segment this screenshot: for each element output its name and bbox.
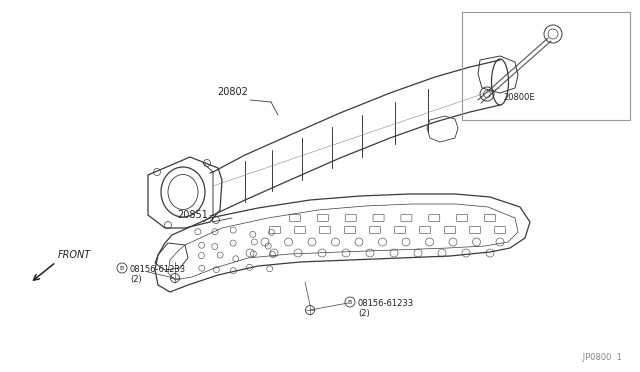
Text: 08156-61233
(2): 08156-61233 (2) bbox=[358, 299, 414, 318]
Text: 20802: 20802 bbox=[217, 87, 248, 97]
Text: 08156-61233
(2): 08156-61233 (2) bbox=[130, 265, 186, 285]
Text: 20800E: 20800E bbox=[504, 93, 535, 102]
Text: B: B bbox=[348, 299, 352, 305]
Text: .JP0800  1: .JP0800 1 bbox=[580, 353, 622, 362]
Text: 20851: 20851 bbox=[177, 210, 208, 220]
Text: B: B bbox=[120, 266, 124, 270]
Text: FRONT: FRONT bbox=[58, 250, 92, 260]
